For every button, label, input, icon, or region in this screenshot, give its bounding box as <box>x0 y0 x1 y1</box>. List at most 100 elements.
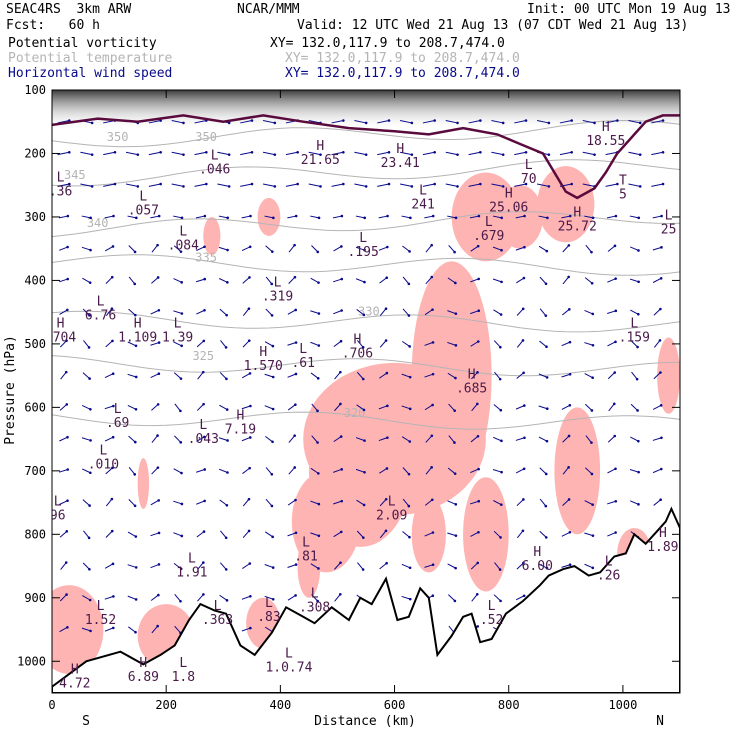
wind-vector-head <box>661 182 665 186</box>
wind-vector-head <box>111 339 114 343</box>
wind-vector <box>173 310 183 314</box>
wind-vector <box>471 593 478 602</box>
wind-vector-head <box>272 216 275 220</box>
wind-vector-head <box>339 561 342 565</box>
wind-vector <box>561 531 571 537</box>
wind-vector <box>605 151 618 156</box>
wind-vector-head <box>247 529 251 533</box>
wind-vector <box>399 183 412 187</box>
wind-vector <box>220 340 227 348</box>
wind-vector-head <box>180 471 183 475</box>
wind-vector <box>310 310 320 315</box>
wind-vector <box>402 308 410 316</box>
wind-vector-head <box>90 153 94 156</box>
wind-vector <box>492 215 502 219</box>
wind-vector <box>287 564 297 568</box>
wind-vector-head <box>407 504 411 508</box>
wind-vector-head <box>133 504 137 508</box>
wind-vector-head <box>500 248 503 252</box>
wind-vector <box>401 563 411 569</box>
wind-vector <box>607 310 616 314</box>
wind-vector <box>333 436 342 443</box>
wind-vector <box>631 371 638 380</box>
wind-vector <box>57 183 70 187</box>
wind-vector-head <box>293 243 296 247</box>
wind-vector-head <box>88 281 92 284</box>
wind-vector-head <box>202 530 206 533</box>
wind-vector-head <box>590 409 594 412</box>
wind-vector <box>355 437 365 442</box>
wind-vector-head <box>500 503 503 506</box>
wind-vector-head <box>66 626 69 629</box>
wind-vector-head <box>89 629 92 633</box>
wind-vector-head <box>112 595 115 598</box>
wind-vector <box>150 373 160 378</box>
theta-contour-line <box>52 119 680 148</box>
y-tick-label: 500 <box>24 337 46 351</box>
wind-vector <box>355 278 365 283</box>
extremum-value: .195 <box>347 245 378 260</box>
wind-vector-head <box>113 182 117 186</box>
pv-fill-region <box>463 477 509 592</box>
extremum-value: 1.0.74 <box>265 661 312 676</box>
wind-vector <box>219 499 228 506</box>
wind-vector <box>287 499 296 506</box>
extremum-marker: H <box>468 367 476 382</box>
wind-vector-head <box>522 404 526 407</box>
wind-vector <box>538 436 548 442</box>
wind-vector-head <box>89 248 92 252</box>
wind-vector <box>539 308 547 316</box>
wind-vector-head <box>182 121 185 125</box>
legend-theta-xy: XY= 132.0,117.9 to 208.7,474.0 <box>285 51 520 66</box>
wind-vector <box>334 371 341 380</box>
wind-vector-head <box>616 119 619 122</box>
wind-vector <box>310 532 320 537</box>
wind-vector-head <box>65 530 69 533</box>
wind-vector <box>59 594 67 602</box>
wind-vector-head <box>430 243 433 247</box>
wind-vector <box>174 625 181 634</box>
wind-vector <box>148 183 161 187</box>
wind-vector <box>219 308 227 316</box>
wind-vector-head <box>319 153 322 156</box>
wind-vector-head <box>593 153 596 156</box>
wind-vector <box>584 532 594 537</box>
wind-vector-head <box>362 536 365 539</box>
wind-vector-head <box>136 185 140 188</box>
wind-vector <box>653 499 661 506</box>
wind-vector-head <box>522 467 526 471</box>
wind-vector <box>561 564 571 568</box>
wind-vector-head <box>249 404 252 408</box>
wind-vector-head <box>64 561 68 564</box>
wind-vector-head <box>203 435 206 439</box>
extremum-marker: H <box>533 545 541 560</box>
model-title: SEAC4RS 3km ARW <box>6 2 132 17</box>
wind-vector <box>288 435 296 443</box>
wind-vector <box>81 215 91 219</box>
wind-vector-head <box>591 343 595 347</box>
wind-vector-head <box>316 599 319 603</box>
wind-vector-head <box>590 441 593 444</box>
extremum-value: .679 <box>473 229 504 244</box>
wind-vector <box>241 215 251 219</box>
wind-vector <box>308 120 321 124</box>
axes: 100 200 300 400 500 600 700 800 900 1000 0 200 400 60… <box>17 83 680 712</box>
wind-vector <box>447 467 456 475</box>
y-tick-label: 800 <box>24 527 46 541</box>
wind-vector-head <box>545 249 549 253</box>
wind-vector-head <box>88 567 91 571</box>
wind-vector-head <box>545 345 548 349</box>
wind-vector <box>127 373 137 378</box>
wind-vector-head <box>430 275 434 279</box>
theta-label: 325 <box>192 349 214 363</box>
wind-vector-head <box>273 185 277 188</box>
wind-vector <box>173 468 182 474</box>
wind-vector <box>150 342 160 346</box>
wind-vector-head <box>361 377 365 381</box>
wind-vector-head <box>385 467 389 470</box>
wind-vector-head <box>591 566 595 570</box>
wind-vector-head <box>479 119 482 122</box>
wind-vector <box>264 215 274 219</box>
wind-vector <box>401 340 410 347</box>
wind-vector-head <box>477 214 481 218</box>
